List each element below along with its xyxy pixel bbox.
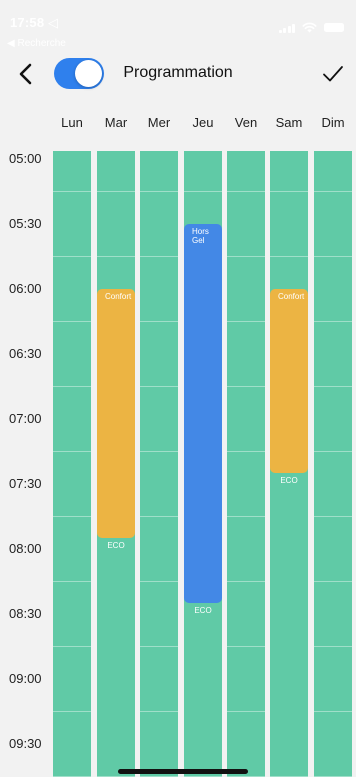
grid-line	[227, 581, 265, 582]
grid-line	[140, 646, 178, 647]
day-header-mer: Mer	[147, 115, 171, 130]
schedule-block-label: Confort	[278, 292, 305, 301]
grid-line	[140, 256, 178, 257]
grid-line	[140, 321, 178, 322]
schedule-block-label: ECO	[194, 606, 212, 616]
wifi-icon	[302, 22, 317, 33]
schedule-block-eco[interactable]: ECO	[97, 538, 135, 777]
time-label: 06:00	[9, 281, 42, 296]
grid-line	[314, 321, 352, 322]
day-column-mer[interactable]	[140, 151, 178, 777]
grid-line	[53, 256, 91, 257]
time-label: 07:00	[9, 411, 42, 426]
time-label: 07:30	[9, 476, 42, 491]
grid-line	[314, 711, 352, 712]
system-icons	[278, 22, 344, 33]
day-column-dim[interactable]	[314, 151, 352, 777]
grid-line	[227, 451, 265, 452]
grid-line	[314, 256, 352, 257]
grid-line	[314, 451, 352, 452]
time-label: 08:30	[9, 606, 42, 621]
cellular-signal-icon	[278, 23, 295, 33]
grid-line	[227, 321, 265, 322]
grid-line	[140, 581, 178, 582]
schedule-block-confort[interactable]: Confort	[97, 289, 135, 539]
grid-line	[140, 191, 178, 192]
home-indicator	[118, 769, 248, 774]
grid-line	[314, 191, 352, 192]
schedule-block-label: ECO	[280, 476, 298, 486]
toggle-knob	[75, 60, 102, 87]
time-label: 09:00	[9, 671, 42, 686]
grid-line	[227, 516, 265, 517]
grid-line	[97, 191, 135, 192]
status-time: 17:58 ◁	[10, 15, 59, 30]
time-label: 08:00	[9, 541, 42, 556]
day-header-lun: Lun	[61, 115, 83, 130]
chevron-left-icon[interactable]	[14, 60, 38, 88]
grid-line	[140, 451, 178, 452]
battery-icon	[324, 23, 344, 32]
grid-line	[184, 191, 222, 192]
grid-line	[140, 711, 178, 712]
grid-line	[53, 646, 91, 647]
page-title: Programmation	[123, 64, 233, 81]
time-label: 06:30	[9, 346, 42, 361]
day-header-sam: Sam	[275, 115, 303, 130]
grid-line	[227, 386, 265, 387]
grid-line	[227, 256, 265, 257]
schedule-block-hors-gel[interactable]: Hors Gel	[184, 224, 222, 604]
grid-line	[227, 711, 265, 712]
grid-line	[53, 451, 91, 452]
grid-line	[53, 386, 91, 387]
day-column-ven[interactable]	[227, 151, 265, 777]
grid-line	[314, 516, 352, 517]
back-to-app-link[interactable]: ◀ Recherche	[7, 38, 66, 49]
schedule-block-eco[interactable]: ECO	[184, 603, 222, 777]
time-label: 05:00	[9, 151, 42, 166]
day-header-dim: Dim	[321, 115, 345, 130]
grid-line	[53, 516, 91, 517]
grid-line	[53, 711, 91, 712]
schedule-block-confort[interactable]: Confort	[270, 289, 308, 474]
schedule-block-label: Hors Gel	[192, 227, 209, 245]
grid-line	[140, 386, 178, 387]
grid-line	[53, 581, 91, 582]
grid-line	[270, 191, 308, 192]
schedule-block-label: ECO	[107, 541, 125, 551]
grid-line	[314, 386, 352, 387]
grid-line	[97, 256, 135, 257]
schedule-block-label: Confort	[105, 292, 132, 301]
grid-line	[227, 646, 265, 647]
schedule-enable-toggle[interactable]	[54, 58, 104, 89]
checkmark-icon[interactable]	[321, 62, 345, 86]
grid-line	[53, 191, 91, 192]
time-label: 05:30	[9, 216, 42, 231]
day-header-jeu: Jeu	[192, 115, 214, 130]
day-header-mar: Mar	[104, 115, 128, 130]
grid-line	[140, 516, 178, 517]
schedule-block-eco[interactable]: ECO	[270, 473, 308, 777]
day-column-lun[interactable]	[53, 151, 91, 777]
grid-line	[314, 581, 352, 582]
grid-line	[53, 321, 91, 322]
day-header-ven: Ven	[234, 115, 258, 130]
grid-line	[270, 256, 308, 257]
grid-line	[314, 646, 352, 647]
time-label: 09:30	[9, 736, 42, 751]
grid-line	[227, 191, 265, 192]
